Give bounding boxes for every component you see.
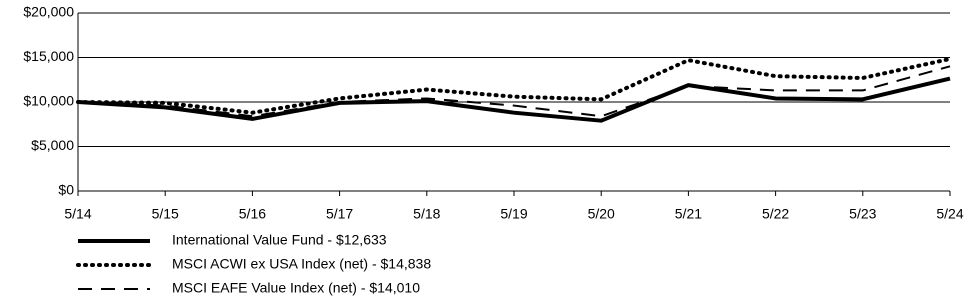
x-tick-label: 5/20 (588, 206, 615, 222)
legend-label: MSCI EAFE Value Index (net) - $14,010 (172, 280, 420, 296)
x-tick-label: 5/19 (500, 206, 527, 222)
x-tick-label: 5/23 (849, 206, 876, 222)
x-tick-label: 5/17 (326, 206, 353, 222)
legend-label: MSCI ACWI ex USA Index (net) - $14,838 (172, 256, 431, 272)
series-line (77, 76, 951, 123)
x-tick-label: 5/18 (413, 206, 440, 222)
series-line (76, 56, 952, 115)
y-tick-label: $10,000 (23, 93, 74, 109)
y-tick-label: $20,000 (23, 4, 74, 20)
x-tick-label: 5/15 (152, 206, 179, 222)
x-tick-label: 5/24 (936, 206, 963, 222)
y-tick-label: $0 (58, 182, 74, 198)
legend-label: International Value Fund - $12,633 (172, 232, 387, 248)
series-line (77, 65, 951, 118)
y-tick-label: $5,000 (31, 137, 74, 153)
x-tick-label: 5/14 (64, 206, 91, 222)
x-tick-label: 5/21 (675, 206, 702, 222)
x-tick-label: 5/16 (239, 206, 266, 222)
y-tick-label: $15,000 (23, 48, 74, 64)
x-tick-label: 5/22 (762, 206, 789, 222)
